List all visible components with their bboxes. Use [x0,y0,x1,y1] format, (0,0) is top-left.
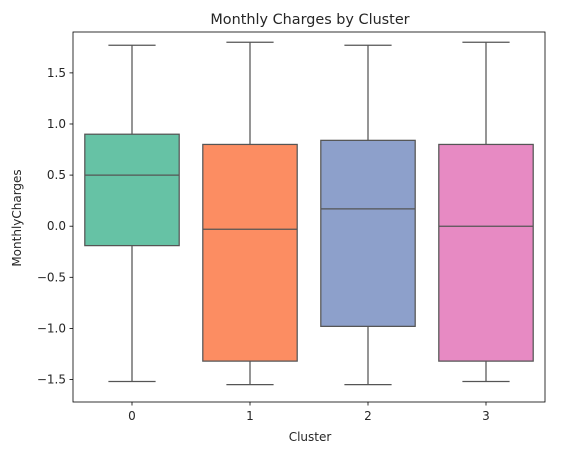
y-tick-label: −1.5 [37,373,66,387]
y-tick-label: 0.5 [47,168,66,182]
box-cluster-2 [320,139,416,327]
box-cluster-0 [84,133,180,247]
box-cluster-1 [202,143,298,362]
plot-area: −1.5 −1.0 −0.5 0.0 0.5 1.0 1.5 0 1 2 3 [37,31,546,423]
y-tick-label: 1.5 [47,66,66,80]
chart-title: Monthly Charges by Cluster [210,12,409,28]
y-tick-label: −0.5 [37,270,66,284]
box-cluster-3 [438,143,534,362]
y-tick-label: −1.0 [37,321,66,335]
y-tick-label: 1.0 [47,117,66,131]
axes-frame [72,31,546,403]
y-axis-title: MonthlyCharges [10,169,24,266]
y-tick-label: 0.0 [47,219,66,233]
x-axis-title: Cluster [289,430,332,444]
x-tick-label: 2 [364,409,372,423]
x-tick-label: 0 [128,409,136,423]
x-tick-label: 3 [482,409,490,423]
x-tick-label: 1 [246,409,254,423]
